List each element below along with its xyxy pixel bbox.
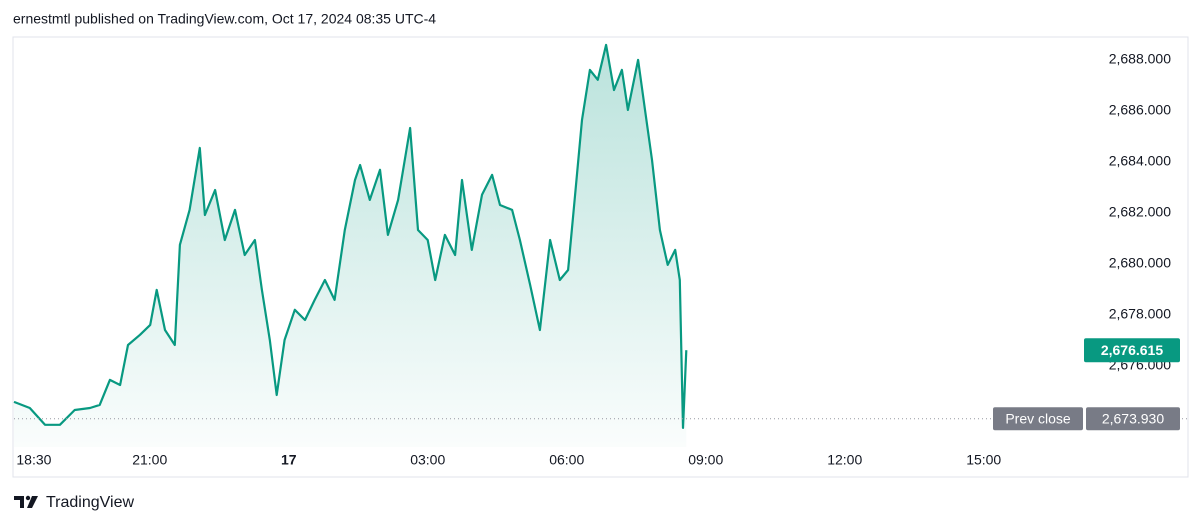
area-fill (14, 44, 687, 448)
brand: TradingView (46, 494, 134, 511)
x-tick-label: 09:00 (688, 452, 723, 468)
x-tick-label: 12:00 (827, 452, 862, 468)
x-tick-label: 18:30 (16, 452, 51, 468)
x-tick-label: 03:00 (410, 452, 445, 468)
attribution: ernestmtl published on TradingView.com, … (13, 11, 436, 27)
current-price-label: 2,676.615 (1101, 342, 1163, 358)
brand-logo (14, 495, 38, 508)
y-tick-label: 2,678.000 (1109, 306, 1171, 322)
x-tick-label: 17 (281, 452, 297, 468)
prev-close-tag (1086, 407, 1180, 431)
y-tick-label: 2,686.000 (1109, 102, 1171, 118)
y-tick-label: 2,688.000 (1109, 51, 1171, 67)
price-line (13, 43, 688, 429)
x-tick-label: 21:00 (132, 452, 167, 468)
prev-close-name-tag (993, 407, 1083, 431)
y-tick-label: 2,684.000 (1109, 153, 1171, 169)
x-tick-label: 06:00 (549, 452, 584, 468)
y-tick-label: 2,680.000 (1109, 255, 1171, 271)
current-price-tag (1084, 338, 1180, 363)
x-tick-label: 15:00 (966, 452, 1001, 468)
y-tick-label: 2,682.000 (1109, 204, 1171, 220)
prev-close-name: Prev close (1005, 410, 1071, 426)
chart-frame (12, 36, 1189, 478)
prev-close-label: 2,673.930 (1102, 410, 1164, 426)
